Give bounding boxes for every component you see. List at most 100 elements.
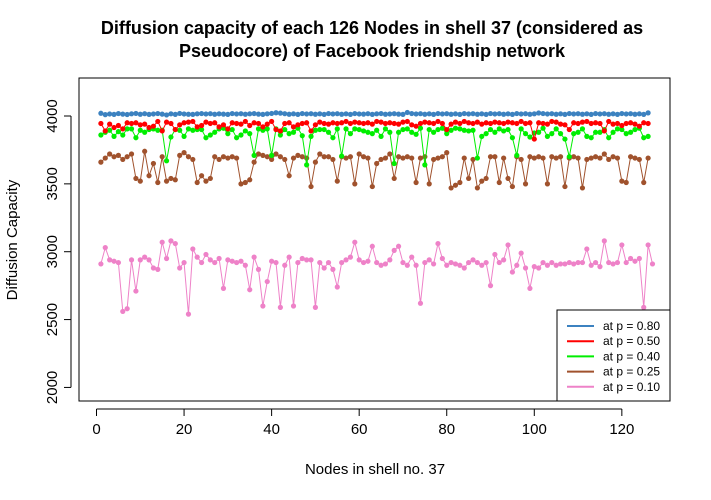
legend-entry-label: at p = 0.50 (603, 334, 660, 348)
data-point (181, 111, 187, 117)
data-point (483, 259, 489, 266)
data-point (177, 122, 183, 128)
data-point (422, 154, 428, 160)
data-point (426, 120, 432, 126)
data-point (325, 259, 332, 266)
data-point (452, 182, 459, 188)
data-point (540, 259, 546, 266)
data-point (269, 258, 275, 264)
data-point (395, 154, 402, 160)
data-point (479, 121, 485, 127)
data-point (431, 129, 437, 135)
data-point (597, 120, 603, 127)
data-point (431, 261, 437, 267)
data-point (185, 154, 192, 160)
data-point (527, 120, 533, 126)
data-point (207, 120, 213, 127)
data-point (312, 111, 318, 117)
data-point (470, 127, 476, 133)
data-point (334, 284, 340, 290)
data-point (531, 111, 537, 117)
data-point (115, 122, 121, 129)
data-point (229, 110, 235, 117)
data-point (295, 259, 301, 266)
data-point (439, 125, 445, 131)
data-point (190, 118, 196, 125)
data-point (286, 131, 292, 137)
data-point (299, 154, 305, 160)
data-point (479, 262, 485, 268)
data-point (133, 135, 139, 141)
data-point (260, 111, 266, 117)
data-point (514, 120, 520, 127)
data-point (492, 251, 498, 258)
data-point (115, 259, 121, 266)
data-point (382, 155, 389, 161)
chart-title-line-1: Diffusion capacity of each 126 Nodes in … (101, 18, 643, 38)
data-point (321, 126, 327, 133)
data-point (518, 126, 524, 132)
data-point (111, 133, 117, 139)
data-point (137, 127, 143, 133)
data-point (251, 254, 257, 260)
data-point (400, 119, 406, 125)
data-point (255, 111, 262, 117)
data-point (549, 154, 555, 160)
data-point (234, 155, 240, 161)
data-point (522, 111, 529, 117)
data-point (474, 259, 480, 266)
data-point (216, 111, 222, 117)
y-axis: 2000 2500 3000 3500 4000 (44, 99, 72, 404)
data-point (444, 131, 450, 137)
data-point (172, 126, 178, 133)
data-point (391, 120, 397, 127)
x-tick-label: 0 (92, 421, 100, 438)
data-point (536, 265, 542, 271)
data-point (269, 156, 275, 163)
data-point (255, 266, 262, 272)
data-point (251, 152, 257, 158)
data-point (413, 123, 419, 129)
data-point (632, 258, 638, 264)
data-point (409, 129, 415, 135)
data-point (321, 154, 327, 160)
data-point (505, 126, 511, 133)
data-point (330, 266, 336, 272)
data-point (501, 155, 507, 161)
data-point (360, 128, 367, 134)
data-point (544, 121, 551, 127)
data-point (632, 126, 638, 133)
data-point (120, 156, 126, 163)
data-point (185, 111, 192, 117)
data-point (470, 257, 476, 263)
data-point (610, 111, 616, 117)
data-point (492, 119, 498, 125)
data-point (378, 262, 384, 268)
data-point (378, 119, 384, 125)
data-point (163, 255, 170, 262)
data-point (588, 262, 594, 268)
data-point (207, 175, 213, 182)
data-point (360, 154, 367, 160)
data-point (597, 155, 603, 161)
data-point (356, 120, 362, 126)
data-point (404, 262, 410, 268)
data-point (295, 111, 301, 117)
data-point (522, 131, 529, 137)
data-point (234, 111, 240, 117)
data-point (413, 131, 419, 137)
data-point (374, 127, 380, 133)
data-point (339, 153, 345, 159)
data-point (395, 243, 402, 249)
data-point (124, 126, 130, 132)
data-point (242, 179, 248, 186)
data-point (172, 240, 178, 247)
data-point (216, 255, 222, 262)
data-point (374, 160, 380, 167)
data-point (286, 111, 292, 117)
data-point (107, 121, 113, 127)
data-point (98, 120, 104, 127)
data-point (479, 111, 485, 117)
data-point (487, 126, 494, 133)
plot-frame (78, 77, 671, 402)
